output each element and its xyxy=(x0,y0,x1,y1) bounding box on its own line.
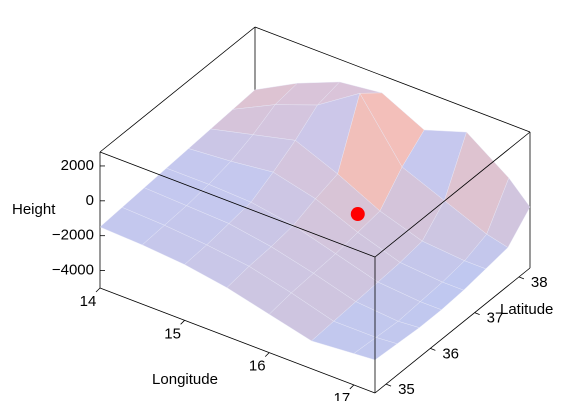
x-tick-label: 16 xyxy=(249,358,266,375)
box-edge xyxy=(374,131,531,258)
y-tick-label: 37 xyxy=(487,310,504,327)
box-edge xyxy=(374,267,531,394)
z-tick-label: 0 xyxy=(86,192,94,209)
x-tick xyxy=(95,287,101,293)
surface-patch xyxy=(353,337,398,361)
box-edge xyxy=(254,26,531,133)
box-edge xyxy=(99,151,376,258)
y-tick-label: 35 xyxy=(398,381,415,398)
y-tick xyxy=(430,347,436,351)
z-tick-label: −2000 xyxy=(52,227,94,244)
z-tick-label: 2000 xyxy=(61,157,94,174)
x-tick xyxy=(264,352,270,357)
y-tick-label: 38 xyxy=(531,274,548,291)
z-axis-title: Height xyxy=(12,201,56,218)
x-tick xyxy=(180,320,185,325)
box-edge xyxy=(99,287,376,394)
x-tick-label: 17 xyxy=(334,390,351,401)
x-axis-title: Longitude xyxy=(152,371,218,388)
x-tick-label: 14 xyxy=(80,293,97,310)
y-tick xyxy=(518,276,525,280)
x-tick xyxy=(349,384,355,390)
y-tick xyxy=(385,383,392,387)
y-tick-label: 36 xyxy=(442,345,459,362)
y-tick xyxy=(474,312,480,316)
z-tick-label: −4000 xyxy=(52,262,94,279)
y-axis-title: Latitude xyxy=(500,301,553,318)
x-tick-label: 15 xyxy=(164,325,181,342)
marker-point xyxy=(350,207,365,222)
box-edge xyxy=(99,26,256,153)
